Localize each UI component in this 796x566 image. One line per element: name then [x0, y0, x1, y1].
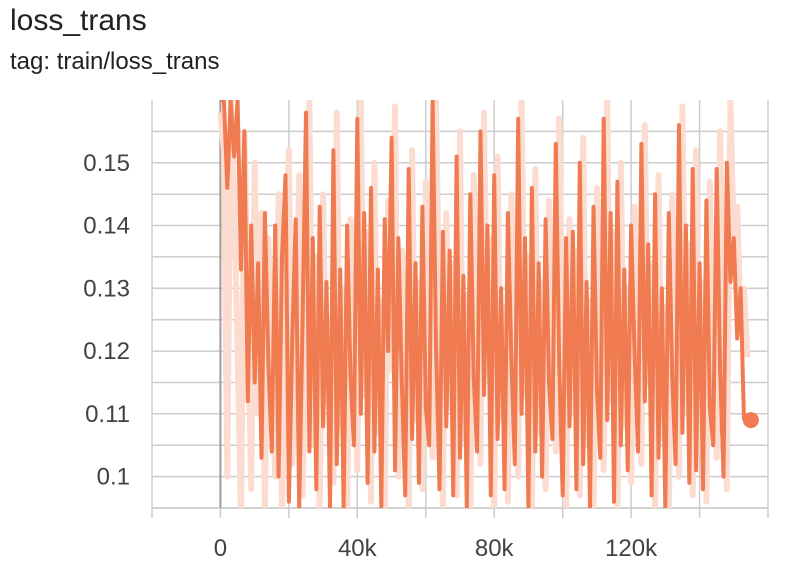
chart-subtitle: tag: train/loss_trans	[10, 48, 220, 75]
x-tick-label: 80k	[475, 535, 515, 562]
y-tick-label: 0.14	[83, 213, 130, 240]
last-point-marker	[742, 412, 759, 429]
smoothed-series-layer	[220, 100, 746, 508]
y-tick-label: 0.13	[83, 275, 130, 302]
x-tick-label: 120k	[605, 535, 658, 562]
last-point-layer	[742, 412, 759, 429]
chart-title: loss_trans	[10, 4, 147, 37]
smoothed-series-line	[220, 100, 746, 508]
y-tick-label: 0.12	[83, 338, 130, 365]
tick-labels: 0.1 0.11 0.12 0.13 0.14 0.15 0 40k 80k 120k	[83, 150, 658, 562]
x-tick-label: 40k	[338, 535, 378, 562]
x-tick-label: 0	[214, 535, 227, 562]
y-tick-label: 0.11	[85, 401, 130, 428]
y-tick-label: 0.1	[97, 464, 130, 491]
y-tick-label: 0.15	[83, 150, 130, 177]
